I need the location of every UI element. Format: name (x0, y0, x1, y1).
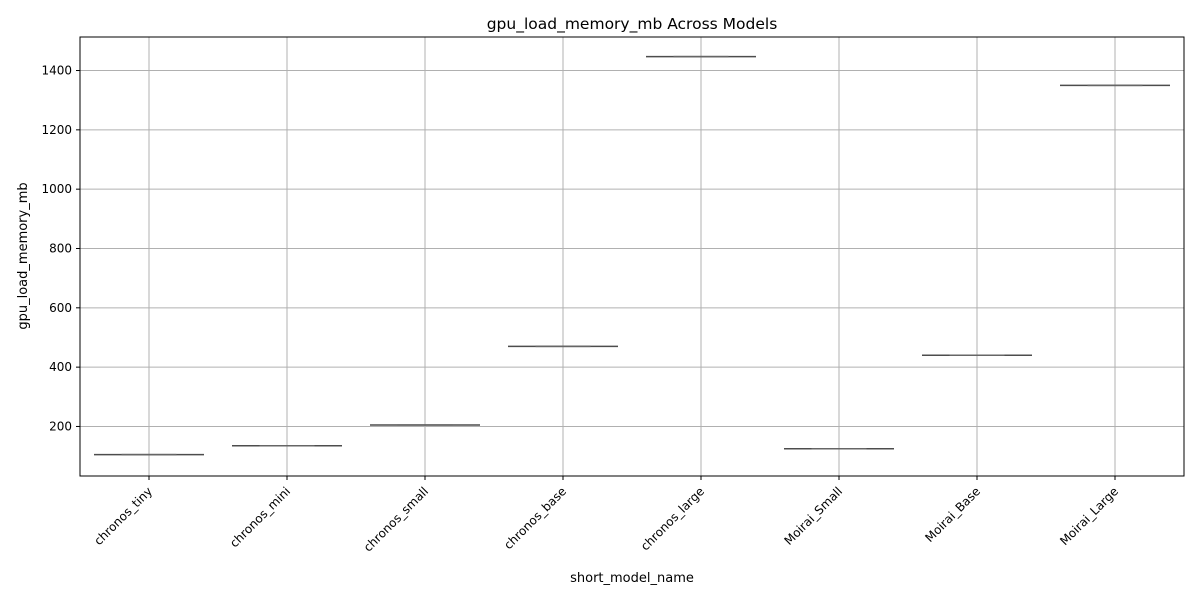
x-axis: chronos_tiny chronos_mini chronos_small chr… (91, 476, 1121, 555)
y-tick-label: 200 (49, 419, 72, 433)
x-tick-label: Moirai_Large (1057, 484, 1121, 548)
y-tick-label: 1200 (41, 123, 72, 137)
grid (80, 37, 1184, 476)
y-tick-label: 600 (49, 301, 72, 315)
y-axis-title: gpu_load_memory_mb (16, 182, 31, 329)
x-tick-label: chronos_mini (227, 484, 293, 550)
chart-title: gpu_load_memory_mb Across Models (487, 15, 778, 34)
x-tick-label: Moirai_Small (781, 484, 845, 548)
y-tick-label: 1400 (41, 64, 72, 78)
x-axis-title: short_model_name (570, 571, 694, 586)
x-tick-label: Moirai_Base (922, 484, 983, 545)
x-tick-label: chronos_large (638, 484, 707, 553)
x-tick-label: chronos_base (501, 484, 569, 552)
x-tick-label: chronos_tiny (91, 484, 155, 548)
y-tick-label: 1000 (41, 182, 72, 196)
y-tick-label: 800 (49, 241, 72, 255)
box-marks (94, 55, 1170, 456)
y-tick-label: 400 (49, 360, 72, 374)
y-axis: 200 400 600 800 1000 1200 1400 (41, 64, 80, 433)
x-tick-label: chronos_small (361, 484, 431, 554)
plot-frame (79, 36, 1185, 477)
